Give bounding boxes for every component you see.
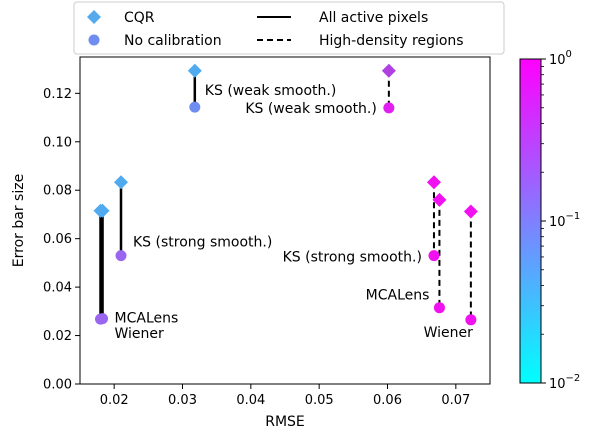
y-tick-label: 0.06 — [43, 232, 72, 247]
x-axis-label: RMSE — [265, 414, 305, 430]
annotation-3: KS (weak smooth.) — [205, 83, 337, 99]
x-tick-label: 0.03 — [168, 393, 197, 408]
x-tick-label: 0.07 — [441, 393, 470, 408]
colorbar-tick-exponent: −1 — [566, 211, 581, 222]
plot-frame — [79, 56, 491, 385]
legend-label: CQR — [124, 10, 155, 26]
colorbar — [519, 58, 542, 384]
colorbar-tick-base: 10 — [549, 377, 566, 392]
cqr-point-6 — [432, 192, 447, 207]
cqr-point-7 — [463, 204, 478, 219]
cqr-point-2 — [114, 175, 128, 190]
colorbar-tick-label: 10−1 — [549, 211, 580, 230]
cqr-point-3 — [187, 63, 202, 78]
annotation-7: Wiener — [424, 325, 474, 341]
annotation-4: KS (weak smooth.) — [245, 101, 377, 117]
nocal-point-2 — [115, 250, 127, 262]
annotation-6: MCALens — [366, 288, 430, 304]
annotation-5: KS (strong smooth.) — [283, 250, 422, 266]
colorbar-tick-base: 10 — [549, 53, 566, 68]
nocal-point-1 — [97, 313, 109, 325]
legend-cqr-icon — [87, 10, 101, 24]
annotation-2: KS (strong smooth.) — [133, 235, 272, 251]
x-tick-label: 0.05 — [305, 393, 334, 408]
y-axis-label: Error bar size — [11, 174, 27, 267]
y-tick-label: 0.00 — [43, 378, 72, 393]
colorbar-tick-exponent: 0 — [566, 49, 572, 60]
legend-box — [73, 1, 505, 55]
annotation-0: Wiener — [115, 326, 165, 342]
colorbar-tick-exponent: −2 — [566, 373, 581, 384]
y-tick-label: 0.10 — [43, 135, 72, 150]
colorbar-tick-label: 100 — [549, 49, 572, 68]
cqr-point-1 — [95, 203, 110, 218]
y-tick-label: 0.12 — [43, 87, 72, 102]
nocal-point-5 — [428, 250, 440, 262]
y-tick-label: 0.04 — [43, 281, 72, 296]
nocal-point-4 — [383, 102, 395, 114]
cqr-point-5 — [426, 175, 441, 190]
nocal-point-6 — [433, 302, 445, 314]
y-tick-label: 0.08 — [43, 184, 72, 199]
nocal-point-7 — [465, 314, 477, 326]
y-tick-label: 0.02 — [43, 329, 72, 344]
legend-nocal-icon — [88, 34, 100, 46]
legend-label: All active pixels — [319, 10, 428, 26]
cqr-point-4 — [381, 63, 396, 78]
nocal-point-3 — [189, 101, 201, 113]
legend-label: No calibration — [124, 33, 222, 49]
legend-label: High-density regions — [319, 33, 464, 49]
colorbar-tick-label: 10−2 — [549, 373, 580, 392]
x-tick-label: 0.02 — [100, 393, 129, 408]
x-tick-label: 0.04 — [236, 393, 265, 408]
annotation-1: MCALens — [115, 311, 179, 327]
x-tick-label: 0.06 — [373, 393, 402, 408]
colorbar-tick-base: 10 — [549, 215, 566, 230]
